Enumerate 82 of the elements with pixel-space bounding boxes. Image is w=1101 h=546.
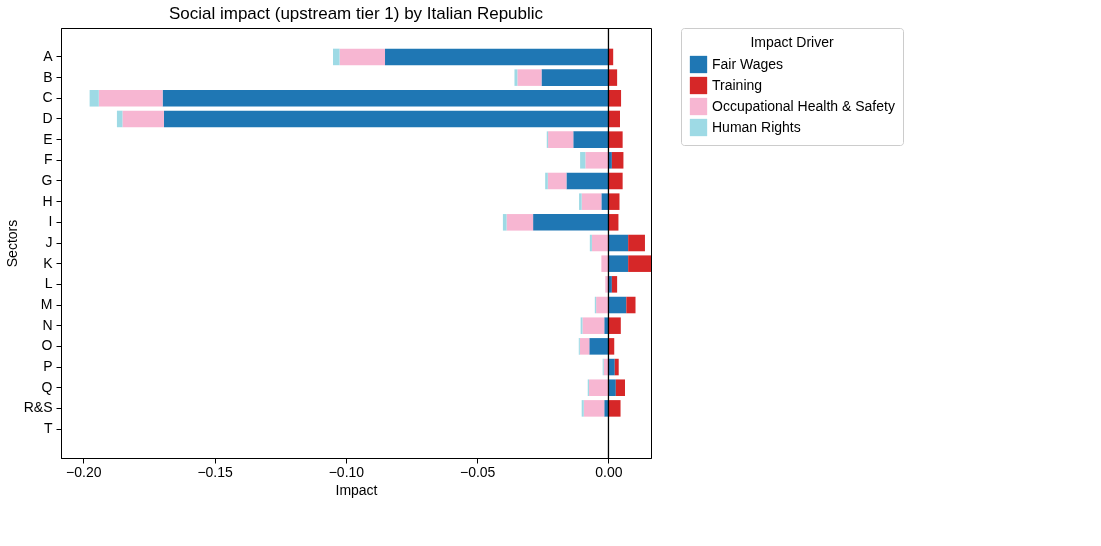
x-tick-label: −0.20 [66, 463, 102, 480]
bar [608, 400, 621, 417]
y-tick-label: H [42, 192, 53, 209]
bar [506, 214, 534, 231]
bar [608, 110, 621, 128]
bar [545, 172, 548, 190]
y-tick-label: E [43, 130, 53, 147]
y-tick-label: G [41, 171, 53, 188]
x-tick-label: −0.15 [197, 463, 234, 480]
bar [608, 234, 629, 252]
y-tick-label: D [42, 109, 53, 126]
y-tick-label: T [43, 420, 53, 437]
bar [163, 110, 609, 128]
x-axis-title: Impact [335, 481, 378, 498]
bar [533, 214, 609, 231]
bar [596, 296, 609, 314]
bar [581, 193, 602, 210]
bar [589, 338, 609, 355]
bar [626, 296, 636, 314]
y-axis-title: Sectors [3, 219, 20, 268]
y-tick-label: C [42, 89, 53, 106]
bar [541, 69, 609, 86]
bar [89, 90, 99, 107]
bar [608, 131, 623, 148]
bar [608, 296, 627, 314]
bar [122, 110, 164, 128]
legend-label: Human Rights [712, 118, 801, 135]
bar [608, 255, 629, 272]
legend-title: Impact Driver [750, 34, 834, 50]
y-tick-label: J [45, 234, 53, 250]
bar [566, 172, 609, 190]
bar [502, 214, 507, 231]
bar [591, 234, 609, 252]
bar [98, 90, 163, 107]
bar [514, 69, 518, 86]
bar [608, 214, 619, 231]
y-tick-label: F [43, 151, 53, 168]
bar [608, 193, 620, 210]
bar [581, 400, 584, 417]
bar [611, 276, 618, 293]
bar [385, 48, 609, 66]
legend-label: Occupational Health & Safety [712, 97, 895, 114]
x-tick-label: −0.05 [459, 463, 496, 480]
bar [585, 152, 609, 169]
bar [573, 131, 609, 148]
bar [162, 90, 609, 107]
bar [580, 152, 586, 169]
x-tick-label: −0.10 [328, 463, 365, 480]
y-tick-label: N [42, 316, 53, 333]
y-tick-label: B [43, 68, 53, 85]
bar [608, 90, 622, 107]
bar [517, 69, 542, 86]
y-tick-label: L [44, 275, 53, 292]
bar [339, 48, 386, 66]
bar [579, 193, 582, 210]
bar [548, 131, 574, 148]
bar [333, 48, 340, 66]
bar [628, 234, 645, 252]
y-tick-label: R&S [23, 399, 53, 416]
bar [614, 358, 619, 376]
y-tick-label: A [43, 47, 54, 64]
legend-label: Training [712, 76, 763, 93]
y-tick-label: I [48, 213, 53, 230]
chart-title: Social impact (upstream tier 1) by Italian Republic [168, 4, 544, 24]
bar [589, 234, 592, 252]
y-tick-label: P [43, 358, 53, 375]
y-tick-label: Q [41, 378, 53, 395]
bar [547, 172, 567, 190]
bar [611, 152, 624, 169]
bar [608, 317, 621, 334]
x-tick-label: 0.00 [595, 463, 623, 480]
bar [628, 255, 651, 272]
bar [583, 400, 605, 417]
bar [579, 338, 590, 355]
bar [582, 317, 605, 334]
y-tick-label: K [43, 254, 54, 271]
bar [608, 172, 623, 190]
bar [615, 379, 626, 396]
y-tick-label: M [40, 296, 53, 313]
legend-label: Fair Wages [712, 55, 784, 72]
bar [589, 379, 609, 396]
y-tick-label: O [41, 337, 53, 354]
